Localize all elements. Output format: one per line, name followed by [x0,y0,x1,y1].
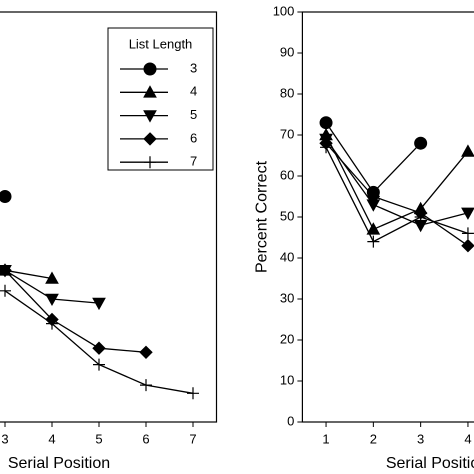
series-line [325,142,469,247]
y-tick-label: 90 [280,44,294,59]
x-tick-label: 3 [417,431,424,446]
data-point [45,293,59,307]
series-line [325,138,469,226]
x-tick-label: 4 [464,431,471,446]
x-axis-label: Serial Position [386,455,474,472]
y-tick-label: 0 [287,413,294,428]
data-point [461,238,474,253]
data-point [92,341,106,355]
x-tick-label: 5 [95,431,102,446]
data-point [0,190,12,203]
y-tick-label: 80 [280,85,294,100]
data-point [319,116,333,130]
plot-frame [301,11,474,423]
x-tick-label: 4 [48,431,55,446]
series-line [325,134,469,231]
data-point [139,345,153,360]
y-tick-label: 100 [273,3,295,18]
legend-marker [143,62,157,76]
data-point [46,317,58,330]
data-point [461,227,474,240]
x-axis-label: Serial Position [8,455,110,472]
data-point [320,141,333,154]
data-point [187,387,199,400]
y-tick-label: 70 [280,126,294,141]
y-axis-label: Percent Correct [254,160,271,273]
data-point [92,297,106,311]
y-tick-label: 10 [280,372,294,387]
legend-title: List Length [129,36,193,51]
x-tick-label: 3 [1,431,8,446]
y-tick-label: 50 [280,208,294,223]
series-line [325,122,422,194]
data-point [0,284,11,297]
data-point [367,235,380,248]
x-tick-label: 2 [370,431,377,446]
x-tick-label: 7 [189,431,196,446]
legend-marker [144,156,156,169]
series-line [325,147,469,243]
y-tick-label: 30 [280,290,294,305]
y-tick-label: 60 [280,167,294,182]
series-line [4,269,147,353]
legend-label: 6 [190,130,197,145]
legend-label: 4 [190,84,197,99]
data-point [414,136,428,150]
data-point [414,211,427,223]
data-point [461,144,474,157]
data-point [45,271,59,284]
legend-marker [143,110,157,123]
x-tick-label: 6 [142,431,149,446]
series-line [4,269,53,280]
legend-label: 7 [190,154,197,169]
y-tick-label: 20 [280,331,294,346]
data-point [0,263,12,278]
legend-box [107,27,214,171]
data-point [93,358,105,371]
data-point [366,222,381,235]
y-tick-label: 40 [280,249,294,264]
legend-label: 5 [190,107,197,122]
x-tick-label: 1 [322,431,329,446]
data-point [140,379,152,392]
data-point [461,207,474,220]
legend-marker [143,132,157,146]
legend-label: 3 [190,60,197,75]
data-point [366,189,381,204]
legend-marker [143,85,157,98]
